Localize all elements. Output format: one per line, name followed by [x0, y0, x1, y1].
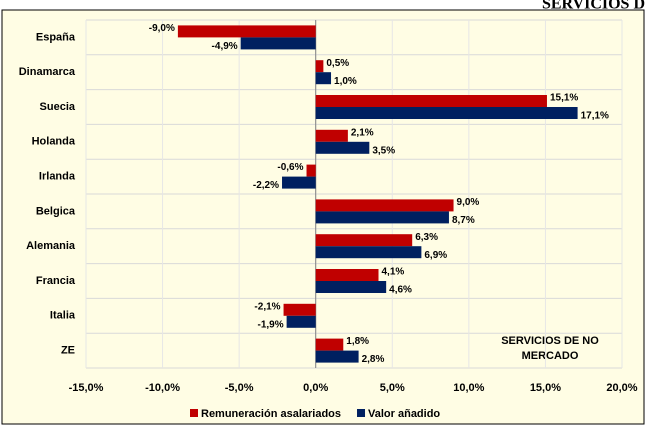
data-label: -4,9%	[212, 41, 238, 52]
bar	[315, 72, 332, 85]
bar	[315, 211, 449, 224]
x-tick-label: 10,0%	[453, 382, 484, 394]
data-label: 1,8%	[346, 336, 369, 347]
x-tick-label: 5,0%	[380, 382, 405, 394]
data-label: 8,7%	[452, 215, 475, 226]
data-label: 2,1%	[351, 127, 374, 138]
bar	[177, 25, 316, 38]
bar	[315, 234, 413, 247]
annotation: SERVICIOS DE NO	[501, 335, 599, 347]
data-label: 2,8%	[362, 354, 385, 365]
legend-label: Valor añadido	[368, 408, 440, 420]
bar	[315, 60, 324, 73]
data-label: 4,6%	[389, 285, 412, 296]
legend-swatch	[190, 409, 198, 417]
y-tick-label: España	[36, 31, 76, 43]
data-label: 15,1%	[550, 93, 578, 104]
bar	[315, 107, 578, 119]
x-tick-label: -5,0%	[225, 382, 254, 394]
data-label: 4,1%	[382, 267, 405, 278]
x-tick-label: -10,0%	[145, 382, 180, 394]
bar	[315, 350, 359, 363]
bar	[315, 246, 422, 259]
legend-label: Remuneración asalariados	[201, 408, 341, 420]
data-label: -2,1%	[254, 301, 280, 312]
y-tick-label: Italia	[50, 310, 76, 322]
x-tick-label: 0,0%	[303, 382, 328, 394]
y-tick-label: Suecia	[40, 101, 76, 113]
bar	[315, 141, 370, 154]
y-tick-label: Dinamarca	[19, 66, 76, 78]
bar	[315, 338, 344, 351]
legend-swatch	[357, 409, 366, 417]
chart-title: SERVICIOS D	[542, 0, 645, 13]
bar	[315, 129, 348, 142]
y-tick-label: Francia	[36, 275, 76, 287]
bar	[240, 37, 316, 50]
bar	[306, 164, 316, 177]
bar	[283, 303, 316, 316]
y-tick-label: Irlanda	[39, 171, 76, 183]
bar	[286, 315, 316, 328]
bar	[315, 281, 387, 293]
data-label: -0,6%	[277, 162, 303, 173]
data-label: 6,3%	[415, 232, 438, 243]
y-tick-label: Holanda	[32, 136, 76, 148]
x-tick-label: 15,0%	[530, 382, 561, 394]
bar	[315, 95, 547, 107]
data-label: -1,9%	[257, 319, 283, 330]
data-label: 6,9%	[424, 250, 447, 261]
bar	[315, 269, 379, 281]
data-label: 0,5%	[326, 58, 349, 69]
bar	[282, 176, 316, 189]
y-tick-label: ZE	[61, 345, 75, 357]
y-tick-label: Belgica	[36, 205, 76, 217]
data-label: 9,0%	[457, 197, 480, 208]
data-label: -9,0%	[149, 23, 175, 34]
annotation: MERCADO	[522, 350, 579, 362]
x-tick-label: -15,0%	[69, 382, 104, 394]
data-label: 1,0%	[334, 76, 357, 87]
data-label: 17,1%	[581, 111, 609, 122]
y-tick-label: Alemania	[26, 240, 76, 252]
data-label: -2,2%	[253, 180, 279, 191]
data-label: 3,5%	[372, 145, 395, 156]
bar	[315, 199, 454, 212]
x-tick-label: 20,0%	[606, 382, 637, 394]
